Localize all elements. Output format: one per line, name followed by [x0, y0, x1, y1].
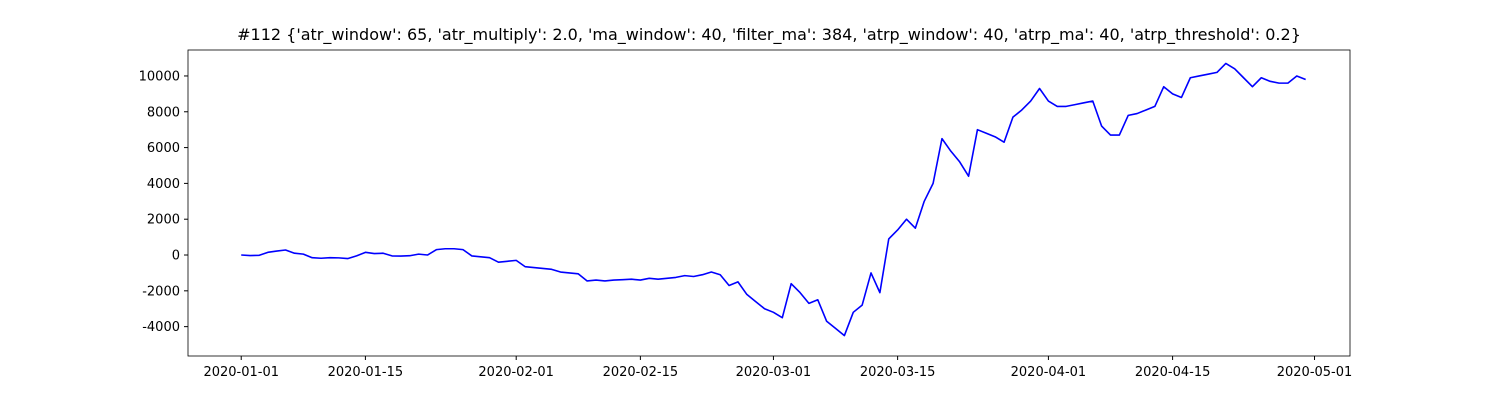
- y-tick-label: 0: [172, 249, 180, 264]
- y-tick-label: 6000: [147, 141, 180, 156]
- plot-frame: [187, 49, 1351, 357]
- y-tick-label: -4000: [142, 320, 180, 335]
- x-tick-label: 2020-02-15: [603, 365, 679, 380]
- x-tick-label: 2020-05-01: [1277, 365, 1353, 380]
- x-tick-label: 2020-04-01: [1011, 365, 1087, 380]
- chart-title: #112 {'atr_window': 65, 'atr_multiply': …: [237, 25, 1301, 45]
- x-tick-label: 2020-02-01: [478, 365, 554, 380]
- x-tick-label: 2020-03-01: [736, 365, 812, 380]
- x-tick-label: 2020-03-15: [860, 365, 936, 380]
- y-tick-label: 2000: [147, 213, 180, 228]
- y-tick-label: -2000: [142, 284, 180, 299]
- x-tick-label: 2020-01-01: [203, 365, 279, 380]
- data-line: [241, 62, 1306, 337]
- y-tick-label: 10000: [139, 69, 180, 84]
- x-tick-label: 2020-01-15: [328, 365, 404, 380]
- y-tick-label: 4000: [147, 177, 180, 192]
- y-tick-label: 8000: [147, 105, 180, 120]
- x-tick-label: 2020-04-15: [1135, 365, 1211, 380]
